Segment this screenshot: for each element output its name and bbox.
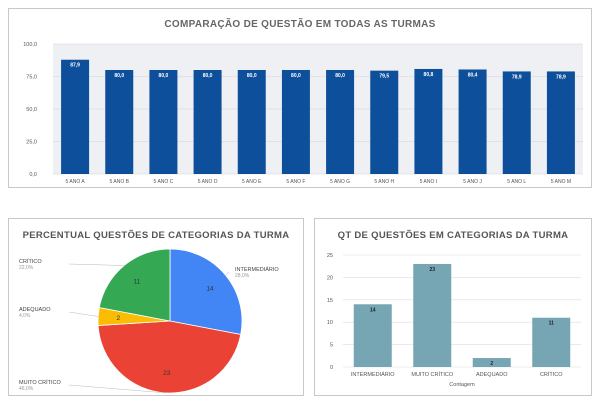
leader-line [68,384,166,394]
slice-value-label: 11 [134,279,141,286]
chart-title: COMPARAÇÃO DE QUESTÃO EM TODAS AS TURMAS [164,19,436,30]
leader-line [225,271,230,276]
bar-value-label: 80,0 [203,73,213,79]
bar [193,70,222,174]
leader-line [68,263,125,266]
y-tick-label: 0 [330,365,333,371]
category-percent-pie-chart: PERCENTUAL QUESTÕES DE CATEGORIAS DA TUR… [8,218,304,396]
bar-value-label: 80,8 [424,72,434,78]
leader-line [68,311,99,317]
bar-value-label: 80,4 [468,72,478,78]
bar [281,70,310,174]
y-tick-label: 25 [327,253,333,259]
slice-value-label: 14 [206,285,214,292]
slice-name-label: CRÍTICO [19,258,42,265]
y-tick-label: 10 [327,320,333,326]
x-tick-label: 5 ANO A [65,179,85,185]
x-tick-label: 5 ANO G [330,179,350,185]
y-tick-label: 100,0 [23,42,37,48]
x-tick-label: 5 ANO L [507,179,526,185]
x-tick-label: 5 ANO M [551,179,571,185]
x-tick-label: 5 ANO H [374,179,394,185]
bar-value-label: 79,5 [379,74,389,80]
x-tick-label: 5 ANO J [463,179,482,185]
slice-percent-label: 22,0% [19,265,34,271]
bar [502,71,531,174]
bar [149,70,178,174]
chart-title: QT DE QUESTÕES EM CATEGORIAS DA TURMA [337,230,569,241]
bar [472,358,511,367]
slice-percent-label: 46,0% [19,386,34,392]
y-tick-label: 15 [327,298,333,304]
class-comparison-chart: COMPARAÇÃO DE QUESTÃO EM TODAS AS TURMAS… [8,8,592,188]
category-count-chart: QT DE QUESTÕES EM CATEGORIAS DA TURMA 0 5… [314,218,592,396]
bar-value-label: 80,0 [335,73,345,79]
y-tick-label: 25,0 [26,140,37,146]
bar-value-label: 78,9 [512,74,522,80]
bar [370,70,399,174]
bar [413,263,452,367]
bar [237,70,266,174]
bar-value-label: 80,0 [159,73,169,79]
bar-value-label: 78,9 [556,74,566,80]
y-tick-label: 5 [330,343,333,349]
bar-value-label: 11 [549,321,555,327]
bar [353,304,392,367]
x-tick-label: 5 ANO F [286,179,305,185]
x-tick-label: 5 ANO I [420,179,438,185]
slice-name-label: INTERMEDIÁRIO [235,266,279,273]
x-tick-label: MUITO CRÍTICO [411,371,453,378]
x-tick-label: INTERMEDIÁRIO [351,371,395,378]
bar [105,70,134,174]
slice-percent-label: 28,0% [235,273,250,279]
x-tick-label: 5 ANO E [242,179,262,185]
bar [546,71,575,174]
bar-value-label: 80,0 [291,73,301,79]
chart-title: PERCENTUAL QUESTÕES DE CATEGORIAS DA TUR… [22,230,290,241]
class-comparison-plot: 0,0 25,0 50,0 75,0 100,0 87,9 5 ANO A 80,0 5 ANO… [23,42,583,185]
slice-percent-label: 4,0% [19,313,31,319]
bar [61,59,90,175]
y-tick-label: 0,0 [29,172,37,178]
bar-value-label: 14 [370,307,376,313]
x-tick-label: ADEQUADO [476,372,508,378]
bar-value-label: 87,9 [70,63,80,69]
bar-value-label: 2 [490,361,493,367]
pie-slice [98,248,171,322]
bar-value-label: 80,0 [247,73,257,79]
bar-value-label: 23 [429,267,435,273]
slice-name-label: ADEQUADO [19,307,51,313]
bar [326,70,355,174]
x-axis-title: Contagem [449,382,475,388]
y-tick-label: 50,0 [26,107,37,113]
slice-value-label: 2 [116,315,120,322]
bar [414,68,443,174]
x-tick-label: 5 ANO D [198,179,218,185]
x-tick-label: 5 ANO C [154,179,174,185]
x-tick-label: 5 ANO B [110,179,130,185]
slice-name-label: MUITO CRÍTICO [19,379,61,386]
y-tick-label: 20 [327,275,333,281]
slice-value-label: 23 [163,370,171,377]
bar [532,317,571,367]
bar-value-label: 80,0 [114,73,124,79]
y-tick-label: 75,0 [26,75,37,81]
pie-slice [97,320,242,394]
x-tick-label: CRÍTICO [540,371,563,378]
category-count-plot: 0 5 10 15 20 25 14 INTERMEDIÁRIO 23 MUITO CRÍTICO… [327,253,581,388]
bar [458,69,487,174]
